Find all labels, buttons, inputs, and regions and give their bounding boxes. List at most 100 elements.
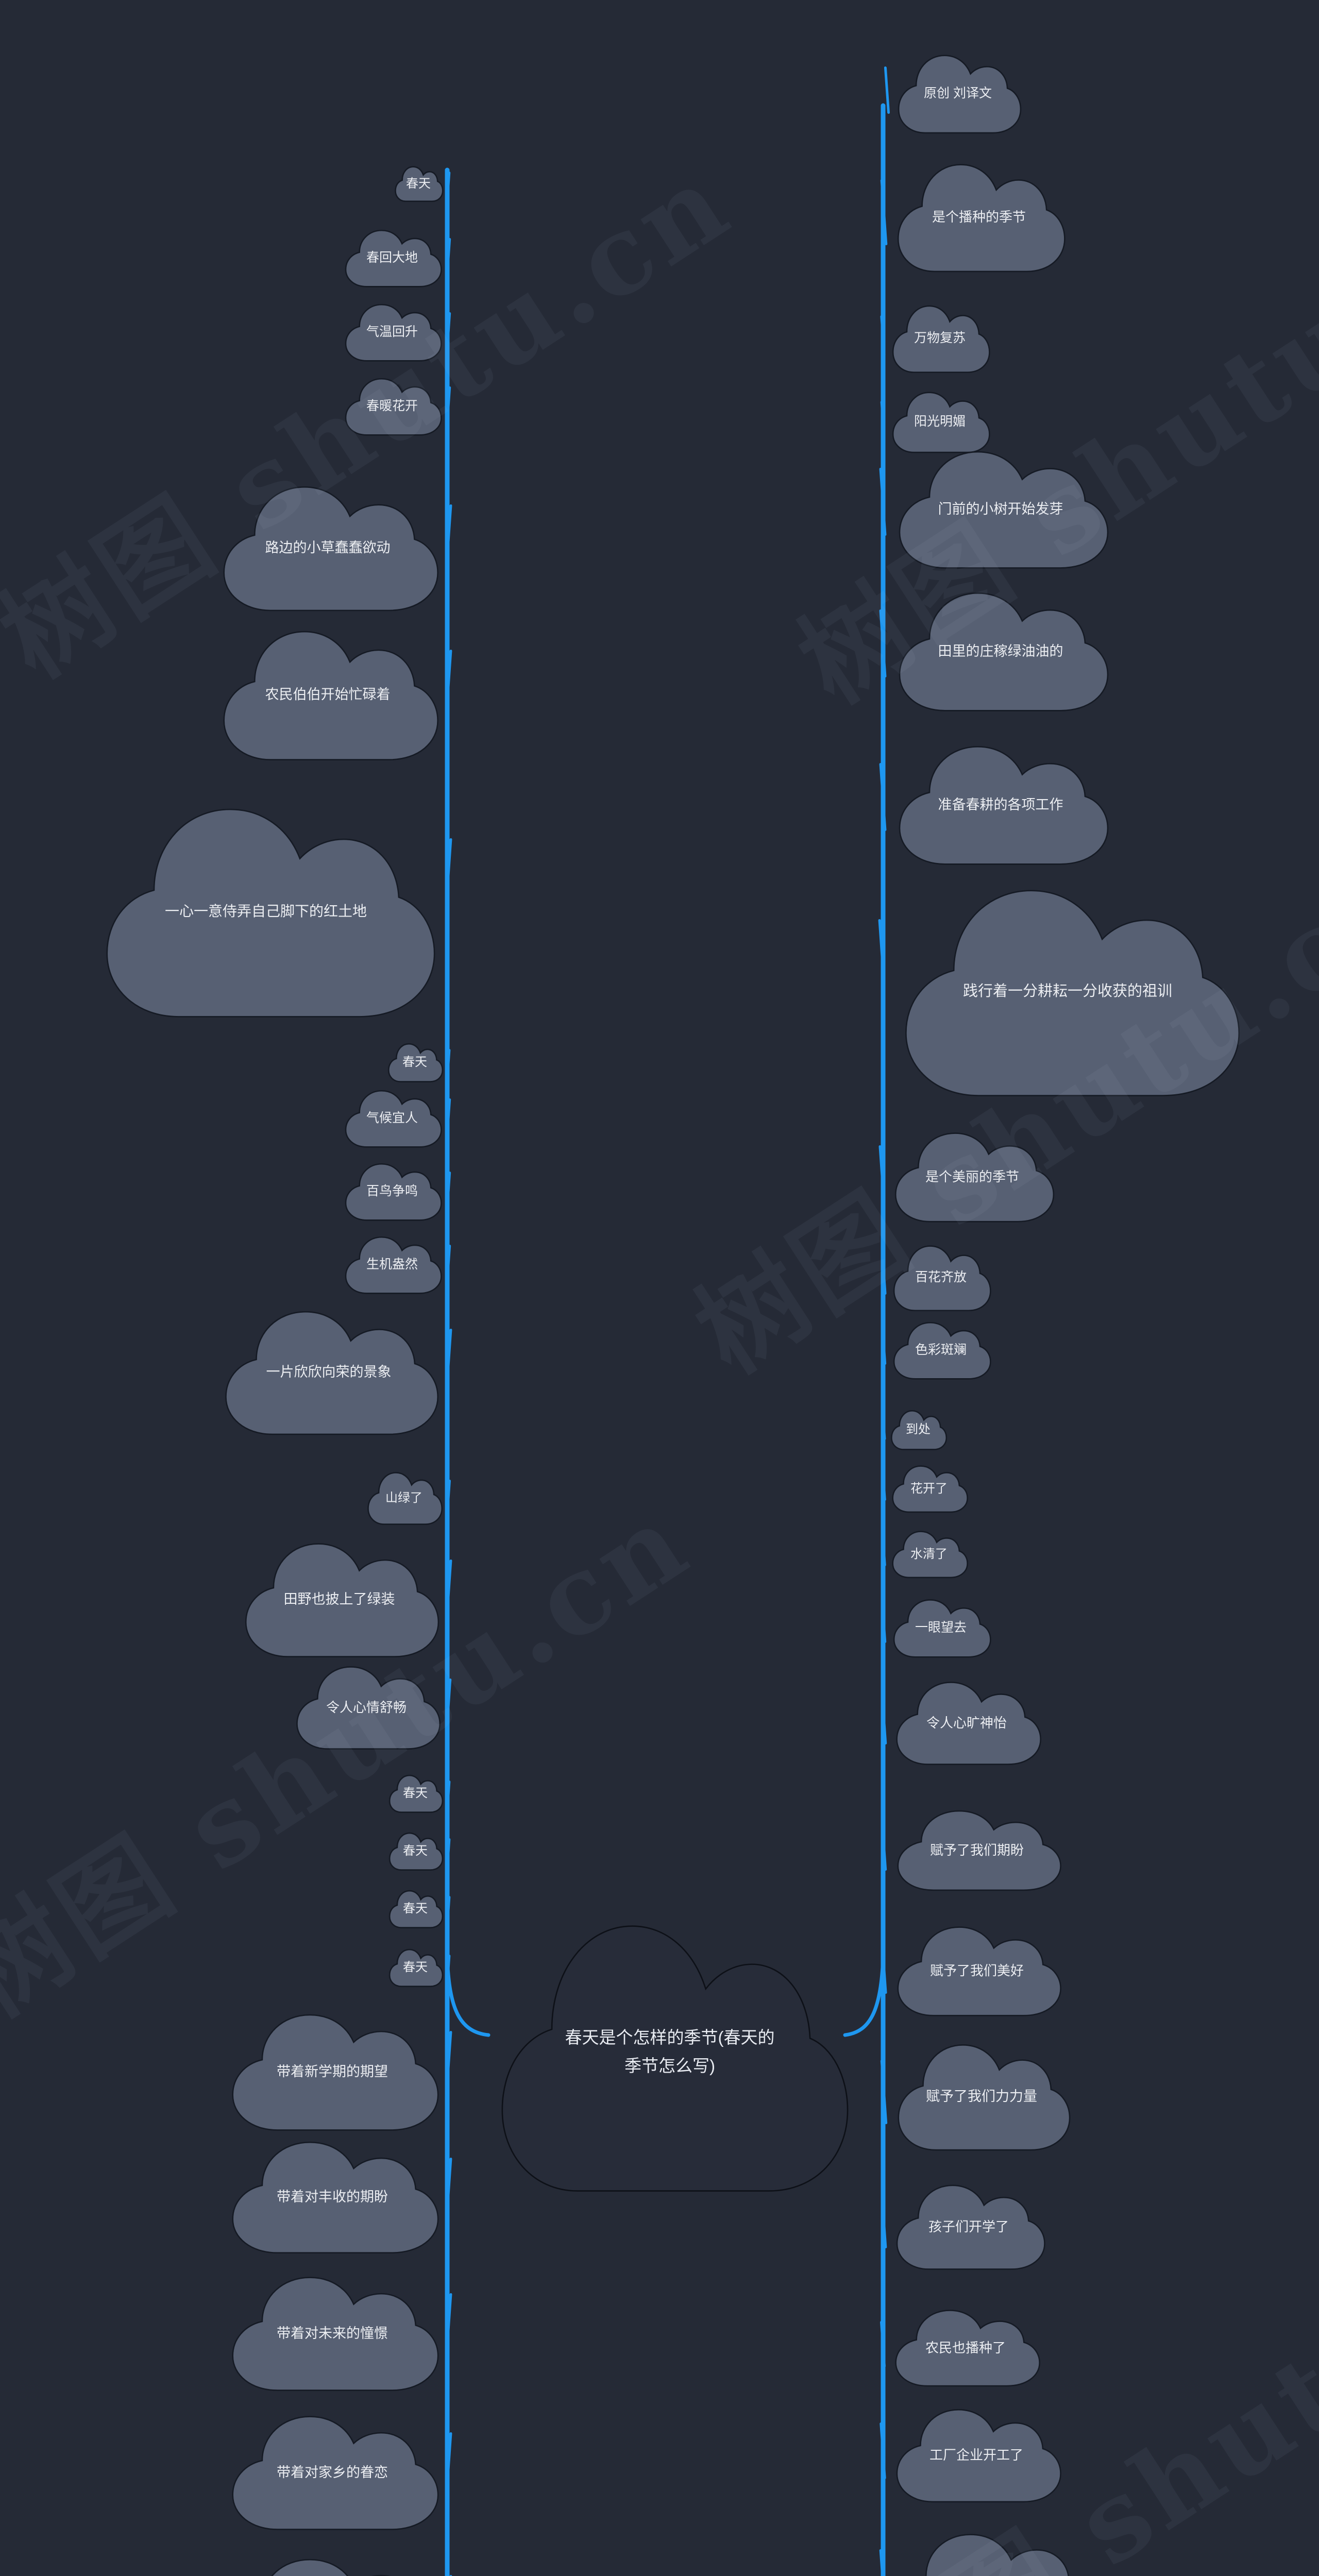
mindmap-node[interactable]: 带着对生活的期许	[221, 2550, 452, 2576]
mindmap-node[interactable]: 践行着一分耕耘一分收获的祖训	[878, 873, 1249, 1103]
node-label: 令人心情舒畅	[326, 1699, 407, 1715]
mindmap-node[interactable]: 春天	[386, 1888, 451, 1929]
node-label: 一片欣欣向荣的景象	[266, 1364, 392, 1380]
branch-tick	[446, 1781, 451, 1803]
mindmap-node[interactable]: 农民工离开家乡了	[879, 2526, 1095, 2576]
branch-tick	[880, 2059, 888, 2124]
mindmap-node[interactable]: 令人心情舒畅	[289, 1660, 452, 1752]
cloud-shape-icon	[340, 1232, 444, 1295]
mindmap-node[interactable]: 门前的小树开始发芽	[879, 442, 1114, 572]
node-label: 践行着一分耕耘一分收获的祖训	[962, 982, 1172, 999]
mindmap-node[interactable]: 是个播种的季节	[880, 156, 1070, 275]
mindmap-node[interactable]: 春天	[393, 164, 451, 202]
mindmap-node[interactable]: 准备春耕的各项工作	[879, 737, 1114, 868]
mindmap-node[interactable]: 田野也披上了绿装	[234, 1534, 452, 1660]
mindmap-node[interactable]: 原创 刘译文	[884, 49, 1024, 135]
mindmap-node[interactable]: 路边的小草蠢蠢欲动	[211, 477, 452, 615]
mindmap-node[interactable]: 春回大地	[340, 226, 451, 289]
cloud-shape-icon	[886, 1126, 1058, 1225]
mindmap-node[interactable]: 田里的庄稼绿油油的	[879, 583, 1114, 715]
mindmap-node[interactable]: 春天	[386, 1772, 451, 1814]
node-label: 赋予了我们美好	[929, 1962, 1024, 1978]
mindmap-node[interactable]: 农民也播种了	[880, 2304, 1044, 2388]
mindmap-node[interactable]: 到处	[882, 1408, 948, 1451]
cloud-shape-icon	[887, 300, 992, 375]
mindmap-node[interactable]: 阳光明媚	[880, 387, 992, 454]
cloud-shape-icon	[213, 1301, 444, 1438]
node-label: 孩子们开学了	[928, 2218, 1009, 2234]
branch-tick	[879, 609, 887, 677]
mindmap-node[interactable]: 水清了	[882, 1528, 970, 1579]
branch-tick	[445, 1678, 452, 1729]
branch-tick	[446, 312, 451, 347]
cloud-shape-icon	[887, 387, 992, 454]
mindmap-node[interactable]: 百花齐放	[881, 1241, 993, 1313]
mindmap-node[interactable]: 农民伯伯开始忙碌着	[211, 621, 452, 764]
mindmap-node[interactable]: 赋予了我们期盼	[881, 1804, 1066, 1893]
cloud-shape-icon	[888, 1804, 1066, 1893]
mindmap-node[interactable]: 一片欣欣向荣的景象	[213, 1301, 452, 1438]
cloud-shape-icon	[888, 1318, 993, 1381]
node-label: 原创 刘译文	[924, 86, 992, 100]
mindmap-node[interactable]: 色彩斑斓	[881, 1318, 993, 1381]
mindmap-node[interactable]: 气温回升	[340, 300, 451, 363]
mindmap-node[interactable]: 生机盎然	[340, 1232, 451, 1295]
cloud-shape-icon	[289, 1660, 444, 1752]
node-label: 水清了	[910, 1547, 948, 1561]
cloud-shape-icon	[888, 156, 1070, 275]
node-label: 农民也播种了	[925, 2340, 1006, 2355]
cloud-shape-icon	[221, 2550, 444, 2576]
mindmap-node[interactable]: 工厂企业开工了	[880, 2402, 1066, 2505]
node-label: 一心一意侍弄自己脚下的红土地	[164, 903, 367, 919]
node-label: 田野也披上了绿装	[283, 1591, 395, 1607]
cloud-shape-icon	[482, 1904, 858, 2200]
cloud-shape-icon	[891, 49, 1024, 135]
node-label: 带着对丰收的期盼	[277, 2189, 388, 2205]
node-label: 百鸟争鸣	[366, 1184, 418, 1199]
mindmap-node[interactable]: 是个美丽的季节	[878, 1126, 1058, 1225]
cloud-shape-icon	[393, 164, 444, 202]
branch-tick	[446, 386, 451, 421]
node-label: 春天	[406, 176, 431, 191]
node-label: 是个美丽的季节	[925, 1168, 1019, 1184]
mindmap-node[interactable]: 一眼望去	[881, 1595, 993, 1659]
mindmap-node[interactable]: 令人心旷神怡	[881, 1675, 1045, 1767]
node-label: 带着对家乡的眷恋	[277, 2464, 388, 2480]
mindmap-node[interactable]: 带着对丰收的期盼	[221, 2133, 452, 2257]
mindmap-node[interactable]: 春暖花开	[340, 374, 451, 437]
branch-tick	[881, 2197, 887, 2249]
mindmap-node[interactable]: 春天	[386, 1946, 451, 1988]
mindmap-node[interactable]: 一心一意侍弄自己脚下的红土地	[88, 792, 452, 1024]
mindmap-node[interactable]: 百鸟争鸣	[340, 1159, 451, 1222]
mindmap-node[interactable]: 花开了	[882, 1462, 970, 1514]
branch-tick	[880, 2320, 886, 2367]
node-label: 带着新学期的期望	[277, 2064, 388, 2080]
mindmap-node[interactable]: 春天	[386, 1830, 451, 1871]
cloud-shape-icon	[364, 1468, 444, 1526]
mindmap-node[interactable]: 赋予了我们力力量	[880, 2036, 1075, 2154]
node-label: 春天	[403, 1902, 428, 1916]
mindmap-node[interactable]: 带着新学期的期望	[221, 2005, 452, 2134]
mindmap-node[interactable]: 春天	[385, 1041, 451, 1083]
mindmap-node[interactable]: 带着对家乡的眷恋	[221, 2407, 452, 2533]
central-topic-node[interactable]: 春天是个怎样的季节(春天的季节怎么写)	[482, 1904, 858, 2200]
mindmap-node[interactable]: 孩子们开学了	[881, 2178, 1049, 2272]
mindmap-node[interactable]: 山绿了	[364, 1468, 451, 1526]
node-label: 是个播种的季节	[932, 209, 1026, 225]
branch-tick	[878, 919, 886, 987]
branch-tick	[446, 1172, 451, 1207]
mindmap-node[interactable]: 气候宜人	[340, 1086, 451, 1149]
node-label: 农民伯伯开始忙碌着	[265, 687, 391, 703]
mindmap-node[interactable]: 赋予了我们美好	[881, 1920, 1066, 2019]
branch-tick	[446, 1896, 451, 1919]
node-label: 令人心旷神怡	[926, 1715, 1007, 1731]
node-label: 百花齐放	[915, 1270, 967, 1285]
cloud-shape-icon	[221, 2268, 444, 2394]
branch-tick	[881, 1822, 887, 1871]
cloud-shape-icon	[888, 1528, 970, 1579]
branch-tick	[445, 2432, 452, 2500]
mindmap-node[interactable]: 万物复苏	[880, 300, 992, 375]
mindmap-node[interactable]: 带着对未来的憧憬	[221, 2268, 452, 2394]
cloud-shape-icon	[88, 792, 444, 1024]
node-label: 春暖花开	[366, 399, 418, 414]
